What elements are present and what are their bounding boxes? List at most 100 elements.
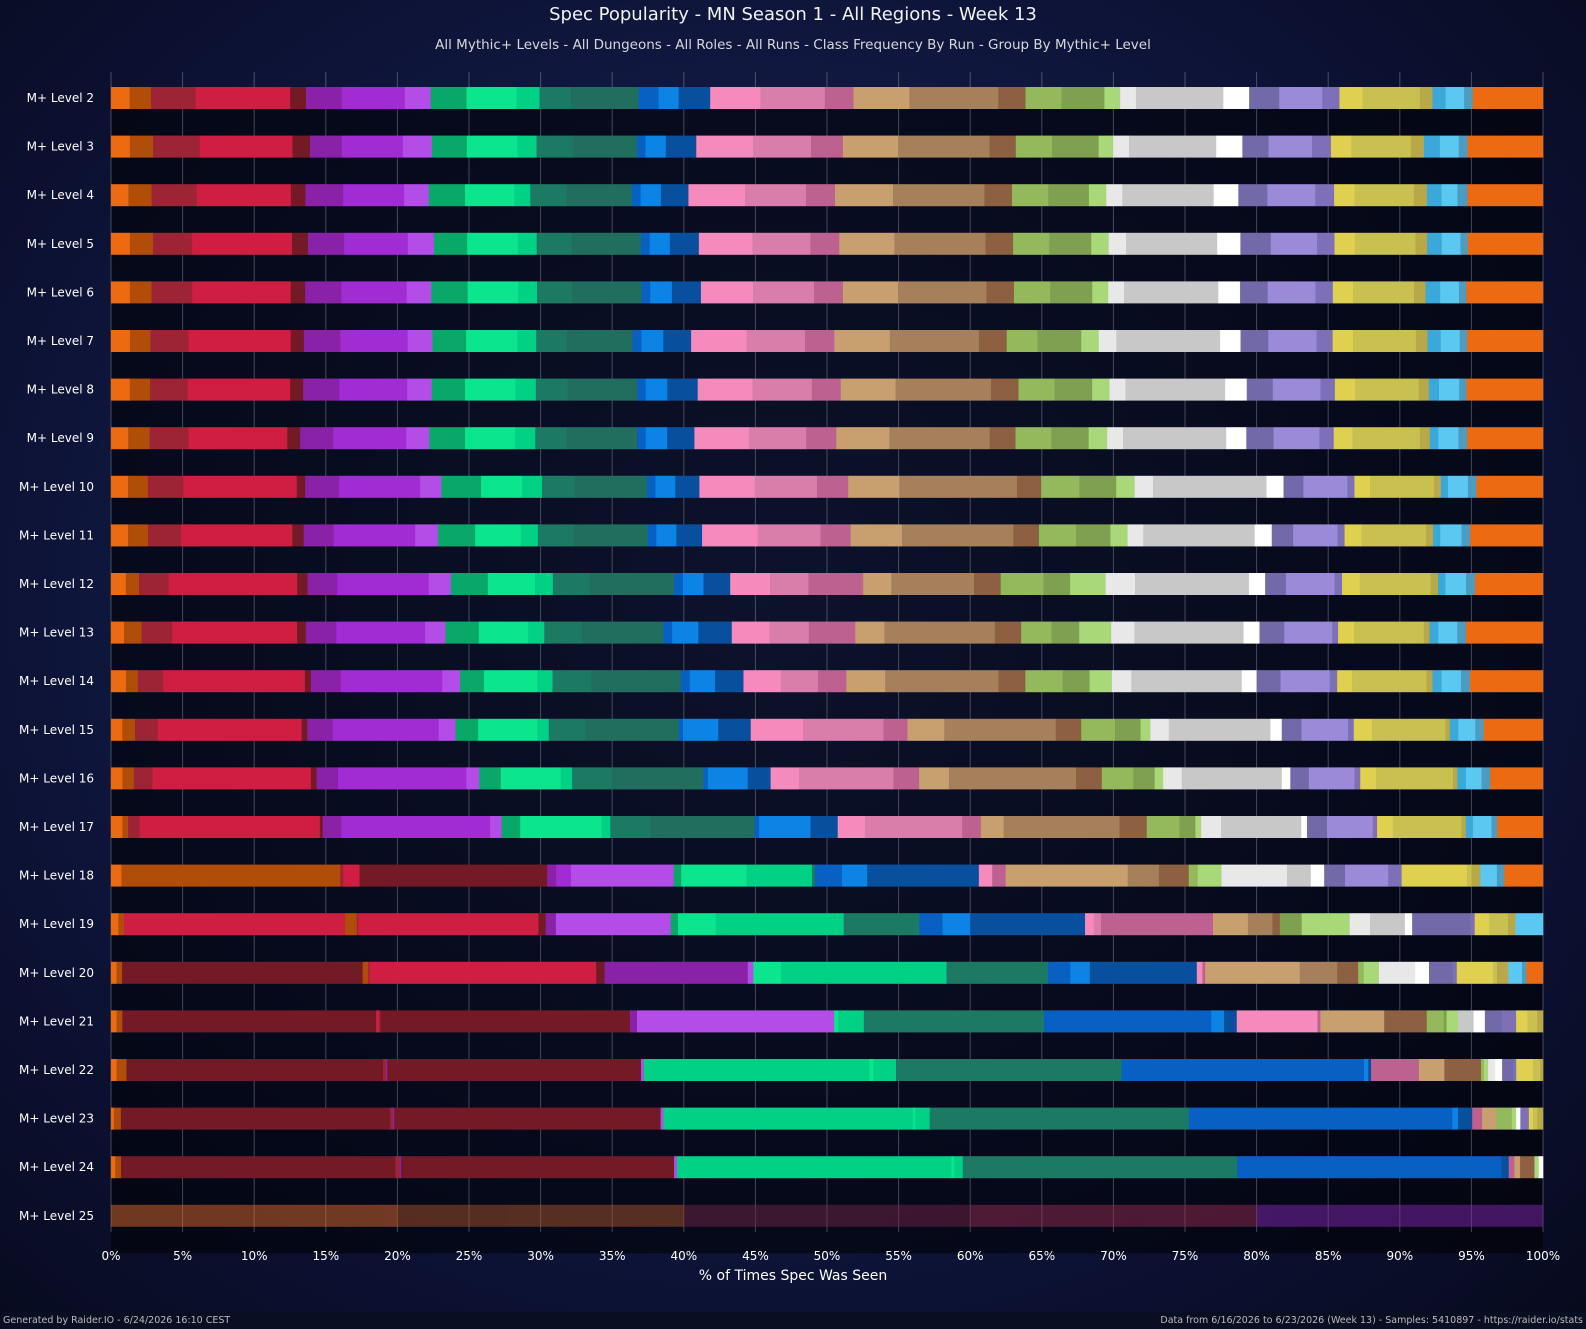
bar-segment[interactable] bbox=[1458, 135, 1468, 158]
bar-segment[interactable] bbox=[111, 1010, 117, 1033]
bar-segment[interactable] bbox=[515, 427, 536, 450]
bar-segment[interactable] bbox=[1270, 232, 1318, 255]
bar-segment[interactable] bbox=[1127, 864, 1160, 887]
bar-segment[interactable] bbox=[1488, 1059, 1496, 1081]
bar-segment[interactable] bbox=[894, 232, 986, 255]
bar-segment[interactable] bbox=[429, 427, 466, 450]
bar-segment[interactable] bbox=[307, 232, 345, 255]
bar-segment[interactable] bbox=[671, 281, 702, 304]
bar-segment[interactable] bbox=[1330, 135, 1352, 158]
bar-segment[interactable] bbox=[1441, 184, 1458, 207]
bar-segment[interactable] bbox=[1338, 621, 1355, 644]
bar-segment[interactable] bbox=[303, 378, 340, 401]
bar-segment[interactable] bbox=[465, 427, 516, 450]
bar-segment[interactable] bbox=[612, 767, 704, 790]
bar-segment[interactable] bbox=[445, 621, 480, 644]
bar-segment[interactable] bbox=[518, 281, 538, 304]
bar-segment[interactable] bbox=[991, 378, 1019, 401]
bar-segment[interactable] bbox=[1425, 281, 1441, 304]
bar-segment[interactable] bbox=[1211, 1010, 1225, 1033]
bar-segment[interactable] bbox=[1150, 718, 1170, 741]
bar-segment[interactable] bbox=[192, 281, 292, 304]
bar-segment[interactable] bbox=[168, 573, 298, 595]
bar-segment[interactable] bbox=[333, 524, 416, 547]
bar-segment[interactable] bbox=[1316, 330, 1333, 352]
bar-segment[interactable] bbox=[1458, 1107, 1473, 1130]
bar-segment[interactable] bbox=[1538, 1156, 1544, 1179]
bar-segment[interactable] bbox=[572, 767, 613, 790]
bar-segment[interactable] bbox=[1011, 184, 1049, 207]
bar-segment[interactable] bbox=[1246, 427, 1274, 450]
bar-segment[interactable] bbox=[1216, 135, 1243, 158]
bar-segment[interactable] bbox=[111, 864, 122, 887]
bar-segment[interactable] bbox=[1242, 135, 1269, 158]
bar-segment[interactable] bbox=[292, 524, 305, 547]
bar-segment[interactable] bbox=[129, 135, 154, 158]
bar-segment[interactable] bbox=[820, 524, 851, 547]
bar-segment[interactable] bbox=[319, 816, 324, 838]
bar-segment[interactable] bbox=[1281, 767, 1291, 790]
bar-segment[interactable] bbox=[1368, 1059, 1372, 1081]
bar-segment[interactable] bbox=[919, 767, 950, 790]
bar-segment[interactable] bbox=[805, 330, 835, 352]
bar-segment[interactable] bbox=[1440, 330, 1461, 352]
bar-segment[interactable] bbox=[1412, 913, 1471, 936]
bar-segment[interactable] bbox=[1440, 524, 1462, 547]
bar-segment[interactable] bbox=[1446, 1010, 1459, 1033]
bar-segment[interactable] bbox=[1113, 135, 1130, 158]
bar-segment[interactable] bbox=[656, 524, 677, 547]
bar-segment[interactable] bbox=[157, 718, 302, 741]
bar-segment[interactable] bbox=[1467, 232, 1544, 255]
bar-segment[interactable] bbox=[949, 767, 1077, 790]
bar-segment[interactable] bbox=[670, 913, 679, 936]
bar-segment[interactable] bbox=[1223, 1010, 1238, 1033]
bar-segment[interactable] bbox=[1089, 670, 1113, 693]
bar-segment[interactable] bbox=[1221, 864, 1288, 887]
bar-segment[interactable] bbox=[1427, 232, 1442, 255]
bar-segment[interactable] bbox=[1109, 378, 1126, 401]
bar-segment[interactable] bbox=[1333, 427, 1353, 450]
bar-segment[interactable] bbox=[992, 864, 1006, 887]
bar-segment[interactable] bbox=[124, 913, 346, 936]
bar-segment[interactable] bbox=[129, 232, 154, 255]
bar-segment[interactable] bbox=[1104, 87, 1121, 109]
bar-segment[interactable] bbox=[125, 864, 130, 887]
bar-segment[interactable] bbox=[585, 718, 680, 741]
bar-segment[interactable] bbox=[1041, 475, 1080, 498]
bar-segment[interactable] bbox=[1000, 573, 1044, 595]
bar-segment[interactable] bbox=[1241, 670, 1257, 693]
bar-segment[interactable] bbox=[478, 718, 538, 741]
bar-segment[interactable] bbox=[808, 573, 864, 595]
bar-segment[interactable] bbox=[1163, 767, 1183, 790]
bar-segment[interactable] bbox=[467, 281, 519, 304]
bar-segment[interactable] bbox=[1135, 573, 1250, 595]
bar-segment[interactable] bbox=[817, 475, 849, 498]
bar-segment[interactable] bbox=[300, 427, 334, 450]
bar-segment[interactable] bbox=[974, 573, 1001, 595]
bar-segment[interactable] bbox=[297, 573, 308, 595]
bar-segment[interactable] bbox=[1254, 524, 1273, 547]
bar-segment[interactable] bbox=[570, 864, 674, 887]
bar-segment[interactable] bbox=[1426, 670, 1433, 693]
bar-segment[interactable] bbox=[1259, 621, 1285, 644]
bar-segment[interactable] bbox=[1334, 232, 1356, 255]
bar-segment[interactable] bbox=[433, 232, 468, 255]
bar-segment[interactable] bbox=[1272, 913, 1281, 936]
bar-segment[interactable] bbox=[1131, 670, 1242, 693]
bar-segment[interactable] bbox=[1315, 281, 1334, 304]
bar-segment[interactable] bbox=[1495, 1059, 1503, 1081]
bar-segment[interactable] bbox=[122, 1010, 377, 1033]
bar-segment[interactable] bbox=[340, 330, 408, 352]
bar-segment[interactable] bbox=[113, 1107, 122, 1130]
bar-segment[interactable] bbox=[303, 524, 335, 547]
bar-segment[interactable] bbox=[985, 232, 1014, 255]
bar-segment[interactable] bbox=[610, 816, 651, 838]
bar-segment[interactable] bbox=[290, 281, 306, 304]
bar-segment[interactable] bbox=[641, 330, 664, 352]
bar-segment[interactable] bbox=[111, 281, 131, 304]
bar-segment[interactable] bbox=[665, 135, 697, 158]
bar-segment[interactable] bbox=[1537, 1010, 1544, 1033]
bar-segment[interactable] bbox=[998, 87, 1026, 109]
bar-segment[interactable] bbox=[1452, 1107, 1459, 1130]
bar-segment[interactable] bbox=[406, 281, 432, 304]
